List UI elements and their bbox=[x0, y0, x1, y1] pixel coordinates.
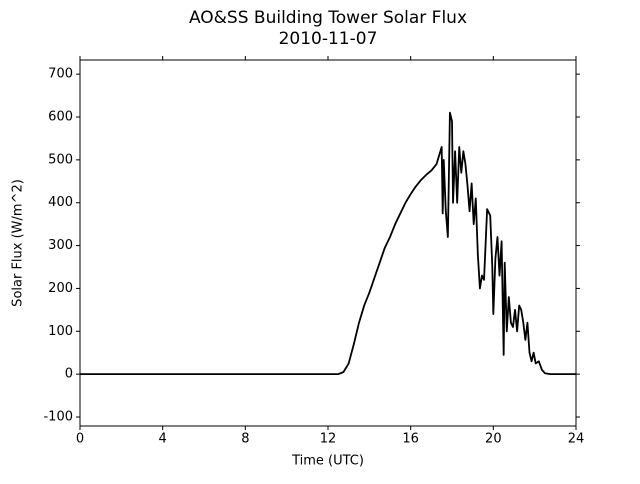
y-tick-label: 200 bbox=[48, 281, 73, 296]
y-tick-label: 0 bbox=[65, 367, 73, 382]
y-tick-label: 400 bbox=[48, 195, 73, 210]
x-tick-label: 8 bbox=[241, 432, 249, 447]
y-tick-label: 300 bbox=[48, 238, 73, 253]
data-line bbox=[80, 111, 576, 376]
x-tick-label: 20 bbox=[485, 432, 502, 447]
plot-frame bbox=[79, 59, 577, 427]
x-tick-label: 24 bbox=[568, 432, 585, 447]
x-tick-label: 12 bbox=[320, 432, 337, 447]
x-axis-label: Time (UTC) bbox=[291, 454, 364, 469]
y-tick-label: 100 bbox=[48, 324, 73, 339]
chart-title: AO&SS Building Tower Solar Flux bbox=[189, 8, 467, 28]
y-tick-label: 600 bbox=[48, 110, 73, 125]
x-tick-label: 0 bbox=[76, 432, 84, 447]
x-tick-label: 16 bbox=[402, 432, 419, 447]
y-tick-label: 500 bbox=[48, 152, 73, 167]
y-tick-label: -100 bbox=[43, 410, 73, 425]
chart-subtitle: 2010-11-07 bbox=[279, 29, 378, 49]
y-tick-label: 700 bbox=[48, 67, 73, 82]
y-axis-label: Solar Flux (W/m^2) bbox=[11, 179, 26, 307]
x-tick-label: 4 bbox=[159, 432, 167, 447]
